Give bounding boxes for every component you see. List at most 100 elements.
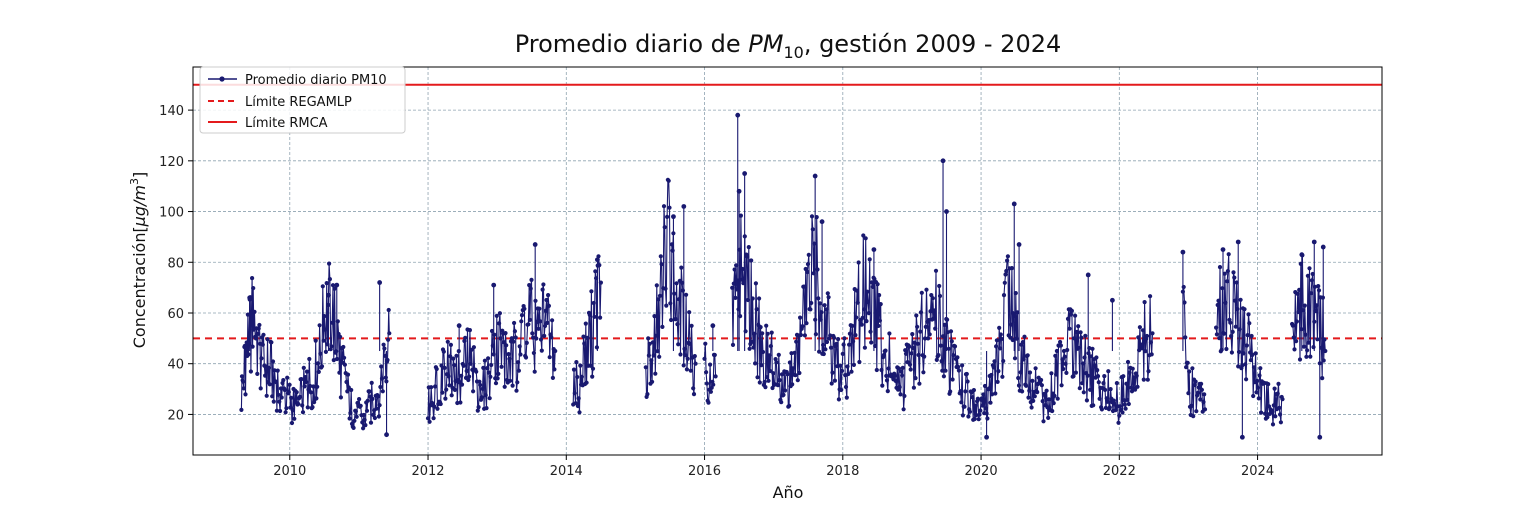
pm10-point <box>1009 266 1015 271</box>
pm10-point <box>1025 353 1030 358</box>
pm10-point <box>572 391 577 396</box>
pm10-point <box>1275 391 1280 396</box>
pm10-point <box>660 324 665 329</box>
pm10-point <box>1061 366 1066 372</box>
pm10-point <box>515 380 520 385</box>
pm10-point <box>1126 401 1131 407</box>
pm10-point <box>875 282 880 287</box>
pm10-point <box>1024 383 1029 388</box>
pm10-point <box>1217 336 1222 341</box>
pm10-point <box>1022 334 1027 339</box>
pm10-point <box>451 356 456 361</box>
pm10-point <box>802 284 807 289</box>
pm10-point <box>892 373 898 378</box>
pm10-point <box>1270 409 1275 414</box>
pm10-point <box>508 378 513 383</box>
pm10-point <box>585 335 590 340</box>
pm10-point <box>929 293 934 298</box>
pm10-point <box>1229 350 1234 355</box>
pm10-point <box>1059 383 1064 388</box>
legend-box <box>199 66 406 134</box>
pm10-point <box>663 286 668 291</box>
pm10-point <box>1064 370 1069 375</box>
pm10-point <box>361 412 366 418</box>
pm10-point <box>685 356 690 361</box>
pm10-point <box>1121 374 1126 379</box>
pm10-point <box>656 297 661 302</box>
pm10-point <box>800 324 805 329</box>
pm10-point <box>361 426 366 431</box>
pm10-point <box>1189 403 1194 408</box>
pm10-point <box>651 353 656 358</box>
pm10-point <box>1035 390 1040 395</box>
pm10-point <box>552 367 557 372</box>
pm10-point <box>994 344 999 349</box>
pm10-point <box>1271 403 1276 408</box>
pm10-point <box>797 370 802 376</box>
pm10-point <box>750 296 755 301</box>
pm10-point <box>587 312 592 318</box>
pm10-point <box>989 372 994 378</box>
pm10-point <box>314 396 319 401</box>
pm10-point <box>1092 363 1097 368</box>
pm10-point <box>317 323 322 328</box>
pm10-point <box>512 329 518 334</box>
pm10-point <box>936 353 941 358</box>
pm10-point <box>311 384 316 389</box>
pm10-point <box>713 374 718 379</box>
pm10-point <box>1233 298 1238 303</box>
pm10-point <box>376 414 381 419</box>
pm10-point <box>250 344 255 349</box>
pm10-point <box>681 363 686 368</box>
pm10-point <box>869 340 874 345</box>
pm10-point <box>1278 420 1283 425</box>
pm10-point <box>487 396 492 401</box>
pm10-point <box>523 355 529 360</box>
pm10-point <box>1231 270 1236 275</box>
x-tick-label: 2020 <box>965 464 998 479</box>
legend-marker-series <box>219 76 225 82</box>
pm10-point <box>652 314 657 319</box>
pm10-point <box>332 286 337 291</box>
pm10-point <box>874 367 879 373</box>
pm10-point <box>310 405 315 410</box>
pm10-point <box>1072 336 1077 341</box>
pm10-point <box>324 281 329 286</box>
pm10-point <box>1246 312 1251 317</box>
pm10-point <box>478 382 483 388</box>
pm10-point <box>1125 397 1130 402</box>
pm10-point <box>289 395 294 400</box>
pm10-point <box>689 323 694 328</box>
pm10-point <box>588 363 593 368</box>
pm10-point <box>1302 303 1307 308</box>
pm10-point <box>386 307 391 313</box>
pm10-point <box>1277 405 1282 410</box>
pm10-point <box>323 349 328 354</box>
pm10-point <box>597 263 602 268</box>
pm10-point <box>682 346 687 351</box>
pm10-point <box>364 408 370 413</box>
pm10-point <box>381 342 386 347</box>
pm10-point <box>917 381 922 386</box>
pm10-point <box>809 300 814 306</box>
pm10-point <box>1000 374 1005 379</box>
pm10-point <box>522 306 527 311</box>
pm10-point <box>318 351 323 356</box>
pm10-point <box>537 306 542 311</box>
pm10-point <box>781 392 786 397</box>
pm10-point <box>676 342 681 347</box>
pm10-point <box>918 310 924 315</box>
pm10-point <box>945 317 950 322</box>
pm10-point <box>668 301 673 306</box>
pm10-point <box>251 286 256 291</box>
pm10-point <box>287 382 292 387</box>
pm10-point <box>948 389 953 394</box>
pm10-point <box>759 363 764 368</box>
pm10-point <box>839 368 845 373</box>
pm10-point <box>573 401 578 406</box>
pm10-point <box>334 282 340 288</box>
pm10-point <box>1016 242 1022 247</box>
pm10-point <box>258 386 263 391</box>
pm10-point <box>1111 398 1116 403</box>
pm10-point <box>730 342 736 347</box>
